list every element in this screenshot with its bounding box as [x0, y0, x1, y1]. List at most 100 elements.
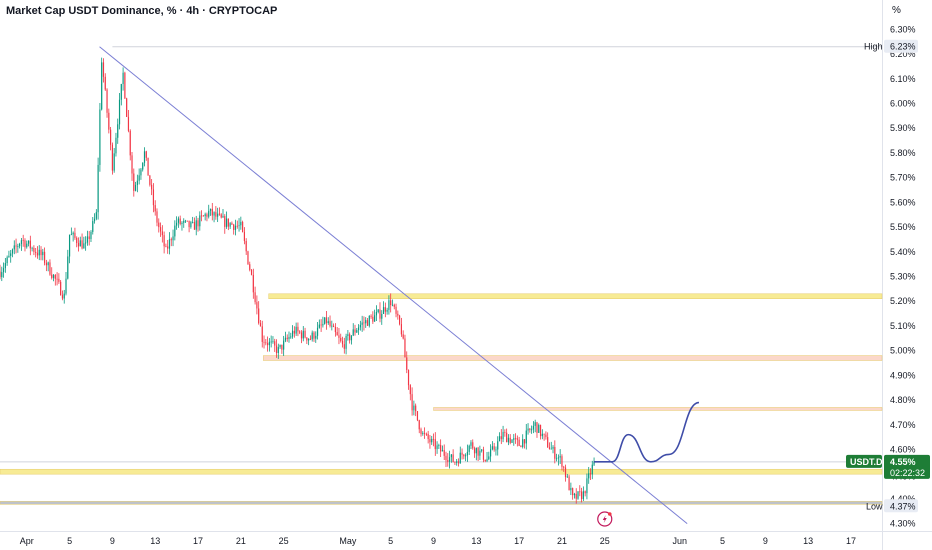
candle-body — [502, 432, 504, 440]
candle-308 — [548, 442, 551, 450]
candle-317 — [564, 464, 567, 482]
candle-9 — [15, 238, 17, 254]
last-price-value: 4.55% — [890, 457, 916, 467]
candle-233 — [415, 403, 417, 417]
unit-badge[interactable]: % — [892, 5, 901, 16]
candle-body — [568, 476, 570, 491]
candle-body — [447, 460, 449, 462]
candle-124 — [220, 213, 222, 219]
candle-body — [402, 334, 404, 339]
candle-body — [541, 433, 543, 437]
candle-body — [506, 432, 508, 443]
candle-304 — [541, 429, 543, 440]
candle-body — [24, 240, 26, 248]
candle-body — [316, 327, 319, 336]
candle-body — [215, 212, 217, 217]
candle-body — [334, 326, 336, 333]
x-tick-label: Jun — [672, 536, 687, 546]
candle-274 — [488, 451, 490, 461]
candle-142 — [252, 268, 254, 299]
candle-body — [416, 411, 419, 421]
candle-body — [498, 436, 501, 442]
candle-225 — [400, 317, 402, 337]
candle-body — [113, 153, 115, 171]
candle-body — [99, 109, 101, 165]
candle-118 — [209, 208, 212, 216]
candle-320 — [570, 482, 572, 496]
candle-237 — [422, 431, 424, 436]
candle-289 — [514, 433, 517, 444]
candle-body — [0, 271, 1, 278]
candle-168 — [299, 330, 301, 335]
candle-body — [516, 438, 518, 440]
candle-body — [320, 324, 322, 326]
candle-99 — [176, 216, 178, 230]
drawings-layer — [99, 46, 700, 524]
candle-body — [161, 231, 163, 236]
candle-body — [481, 449, 483, 451]
candle-body — [156, 211, 158, 223]
candle-253 — [450, 454, 452, 463]
candle-body — [249, 264, 251, 270]
lightning-glyph — [602, 515, 607, 523]
candle-283 — [504, 429, 506, 437]
candle-57 — [101, 57, 103, 111]
candle-147 — [261, 320, 263, 348]
candle-87 — [154, 200, 156, 216]
candle-body — [349, 334, 351, 341]
candle-body — [38, 249, 40, 256]
candle-body — [293, 330, 295, 334]
candle-44 — [77, 237, 80, 252]
candle-266 — [473, 446, 476, 458]
candle-213 — [379, 302, 381, 323]
candle-159 — [283, 335, 285, 356]
candle-body — [263, 341, 265, 343]
candle-249 — [443, 444, 445, 460]
candle-body — [186, 220, 188, 222]
candle-68 — [120, 83, 122, 106]
candle-234 — [416, 411, 419, 422]
candle-195 — [347, 329, 349, 341]
candle-body — [163, 235, 165, 247]
candle-223 — [397, 310, 399, 320]
candle-body — [134, 184, 137, 191]
candle-29 — [51, 267, 53, 280]
candle-115 — [204, 212, 206, 221]
candle-136 — [242, 220, 244, 233]
candle-body — [440, 445, 442, 452]
candle-body — [456, 461, 458, 463]
candle-299 — [532, 421, 535, 434]
chart-title: Market Cap USDT Dominance, % · 4h · CRYP… — [6, 5, 278, 17]
candle-205 — [365, 317, 367, 328]
x-tick-label: 5 — [720, 536, 725, 546]
candle-156 — [277, 343, 279, 359]
candle-body — [127, 116, 130, 131]
candle-body — [466, 451, 469, 456]
candle-body — [329, 321, 331, 327]
candle-body — [74, 232, 76, 238]
candle-body — [270, 341, 272, 343]
candle-40 — [70, 227, 72, 236]
candle-325 — [579, 485, 581, 497]
candle-6 — [10, 249, 12, 263]
candle-body — [477, 447, 479, 456]
high-value-badge — [884, 39, 918, 53]
candle-30 — [52, 273, 55, 282]
candle-body — [302, 330, 304, 339]
candle-206 — [366, 318, 369, 326]
candle-161 — [286, 334, 288, 342]
candle-body — [450, 454, 452, 458]
price-badges: High 6.23% Low 4.37% USDT.D 4.55%02:22:32 — [597, 39, 930, 527]
candle-body — [468, 445, 470, 452]
candle-body — [336, 332, 338, 336]
candle-body — [563, 466, 565, 468]
candle-50 — [88, 231, 90, 246]
candle-body — [493, 446, 495, 450]
candle-body — [266, 343, 269, 346]
y-tick-label: 6.10% — [890, 74, 916, 84]
candle-body — [352, 329, 354, 336]
candle-body — [561, 456, 563, 467]
candle-body — [507, 437, 510, 443]
candle-body — [11, 249, 14, 254]
